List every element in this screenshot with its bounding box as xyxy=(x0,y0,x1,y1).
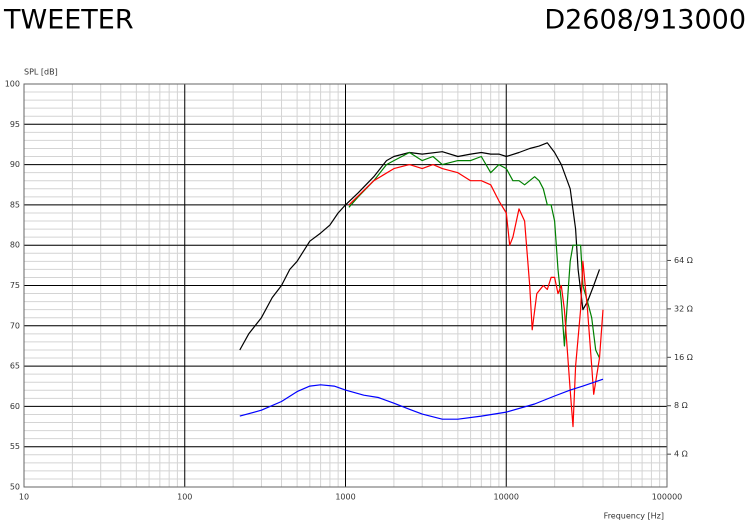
series-line xyxy=(239,142,601,351)
y2-tick-label: 8 Ω xyxy=(674,401,688,410)
y-tick-label: 60 xyxy=(10,402,20,411)
x-tick-label: 10000 xyxy=(494,493,519,502)
chart-title: TWEETER xyxy=(3,5,134,36)
plot-border xyxy=(23,83,668,488)
series-line xyxy=(239,378,604,420)
x-tick-label: 10 xyxy=(19,493,29,502)
y2-tick-label: 16 Ω xyxy=(674,353,693,362)
y2-tick-label: 4 Ω xyxy=(674,450,688,459)
y-tick-label: 55 xyxy=(10,442,20,451)
y-tick-label: 50 xyxy=(10,483,20,492)
x-tick-label: 1000 xyxy=(335,493,355,502)
y-tick-label: 100 xyxy=(5,80,20,89)
series-line xyxy=(348,151,601,359)
series-line xyxy=(348,164,604,428)
y-tick-label: 75 xyxy=(10,281,20,290)
y-tick-label: 65 xyxy=(10,362,20,371)
chart-subtitle: D2608/913000 xyxy=(544,5,746,36)
y-axis-label: SPL [dB] xyxy=(24,68,58,77)
y-tick-label: 80 xyxy=(10,241,20,250)
x-tick-label: 100 xyxy=(177,493,192,502)
y-tick-label: 70 xyxy=(10,321,20,330)
y-tick-label: 95 xyxy=(10,120,20,129)
y2-tick-label: 64 Ω xyxy=(674,256,693,265)
x-axis-label: Frequency [Hz] xyxy=(604,512,664,521)
y2-tick-label: 32 Ω xyxy=(674,304,693,313)
y-tick-label: 90 xyxy=(10,160,20,169)
y-tick-label: 85 xyxy=(10,200,20,209)
x-tick-label: 100000 xyxy=(652,493,683,502)
